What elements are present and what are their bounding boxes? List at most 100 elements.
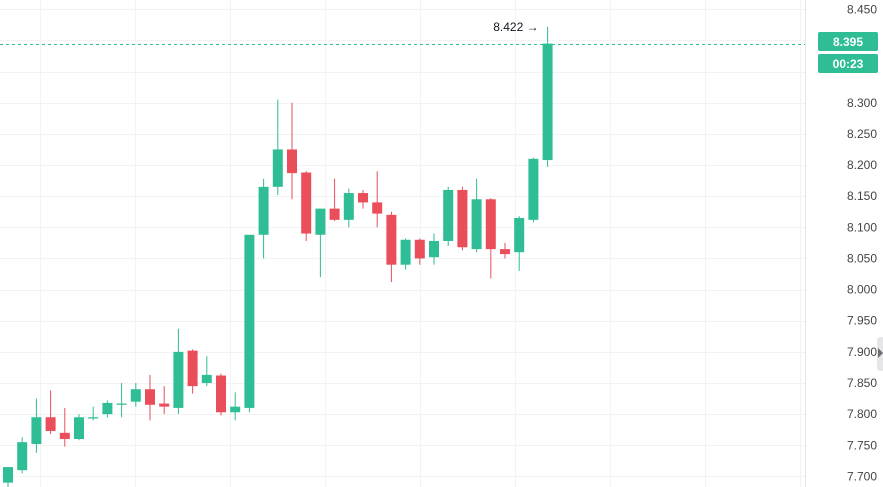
candle[interactable] [528, 157, 539, 223]
candle-body-up [244, 234, 255, 408]
candle-body-up [343, 193, 354, 220]
candle[interactable] [329, 178, 340, 222]
chevron-right-icon [878, 348, 883, 358]
y-tick-label: 7.700 [847, 469, 877, 483]
candle[interactable] [315, 208, 326, 278]
candle-body-down [145, 389, 155, 405]
candle-body-up [102, 402, 113, 415]
candle[interactable] [244, 234, 255, 413]
y-tick-label: 8.100 [847, 220, 877, 234]
candle-body-up [528, 158, 539, 220]
candle[interactable] [88, 406, 99, 421]
y-axis-ticks: 8.450 8.300 8.250 8.200 8.150 8.100 8.050 8.000… [847, 2, 877, 483]
candle[interactable] [201, 356, 212, 387]
candle-body-down [187, 350, 198, 387]
candle[interactable] [116, 382, 127, 418]
candle[interactable] [45, 390, 56, 435]
y-tick-label: 8.000 [847, 283, 877, 297]
candle[interactable] [485, 198, 496, 279]
candle[interactable] [358, 189, 368, 209]
candle[interactable] [17, 437, 28, 474]
candle[interactable] [343, 188, 354, 228]
high-price-marker: 8.422 → [493, 20, 538, 34]
candle-body-down [329, 208, 340, 220]
candle-body-up [88, 417, 99, 419]
candle[interactable] [372, 171, 383, 228]
candle[interactable] [471, 178, 482, 253]
candle[interactable] [74, 414, 84, 441]
candle[interactable] [130, 382, 141, 407]
grid-lines [0, 0, 805, 487]
candle[interactable] [145, 374, 155, 421]
candle-body-up [429, 241, 439, 258]
y-tick-label: 8.200 [847, 158, 877, 172]
collapse-panel-handle[interactable] [877, 337, 883, 371]
y-tick-label: 7.750 [847, 438, 877, 452]
candle-body-up [201, 374, 212, 383]
last-price-badge: 8.395 [818, 32, 878, 51]
candle-body-down [159, 403, 170, 407]
candle-body-down [59, 432, 70, 440]
candle[interactable] [187, 349, 198, 394]
candle-body-down [358, 193, 368, 203]
candle[interactable] [457, 186, 468, 251]
candle-body-up [17, 442, 28, 471]
candle-body-up [116, 403, 127, 405]
candle[interactable] [443, 186, 454, 246]
candle-body-down [386, 214, 397, 265]
y-tick-label: 7.850 [847, 376, 877, 390]
candle-body-down [287, 149, 297, 174]
candle-body-down [301, 172, 312, 234]
candle-body-down [45, 417, 56, 431]
candle[interactable] [3, 467, 13, 487]
candle[interactable] [59, 407, 70, 447]
y-tick-label: 7.900 [847, 345, 877, 359]
candle[interactable] [414, 238, 425, 265]
candle[interactable] [230, 392, 241, 421]
candle-body-up [471, 199, 482, 250]
candle-body-up [258, 186, 269, 235]
candle[interactable] [216, 373, 226, 416]
candle-body-up [542, 43, 553, 161]
y-tick-label: 7.800 [847, 407, 877, 421]
candles[interactable] [3, 26, 553, 487]
candle-body-up [315, 208, 326, 235]
y-tick-label: 8.250 [847, 127, 877, 141]
candle-body-down [414, 239, 425, 259]
candle[interactable] [400, 238, 411, 270]
candle[interactable] [429, 233, 439, 265]
candle-body-up [173, 351, 184, 408]
y-tick-label: 8.450 [847, 2, 877, 16]
candle-body-up [130, 389, 141, 402]
candle[interactable] [159, 386, 170, 415]
candle-body-down [485, 199, 496, 250]
candle[interactable] [31, 398, 42, 453]
candle[interactable] [301, 171, 312, 242]
candle-countdown-badge: 00:23 [818, 54, 878, 73]
y-tick-label: 8.300 [847, 96, 877, 110]
candle-body-up [443, 189, 454, 242]
candle[interactable] [500, 242, 510, 259]
y-tick-label: 8.150 [847, 189, 877, 203]
candle-body-up [400, 239, 411, 265]
candle[interactable] [386, 211, 397, 283]
candle[interactable] [514, 216, 525, 271]
y-tick-label: 7.950 [847, 314, 877, 328]
candle-body-down [500, 249, 510, 255]
candle[interactable] [173, 328, 184, 415]
candle-body-up [3, 467, 13, 483]
candle-body-down [216, 375, 226, 413]
candle[interactable] [102, 400, 113, 418]
candle-body-down [457, 189, 468, 248]
candle-body-up [272, 149, 283, 187]
candle[interactable] [542, 26, 553, 167]
candle-body-down [372, 202, 383, 214]
candle[interactable] [258, 178, 269, 259]
candle-body-up [514, 217, 525, 253]
candle-body-up [230, 406, 241, 413]
candle[interactable] [287, 102, 297, 200]
candle[interactable] [272, 99, 283, 195]
candle-body-up [74, 417, 84, 440]
y-tick-label: 8.050 [847, 251, 877, 265]
